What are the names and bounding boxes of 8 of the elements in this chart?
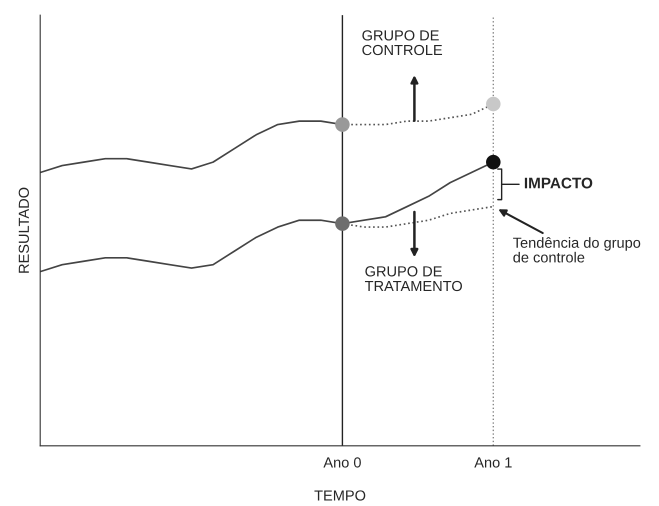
x-axis-title: TEMPO [314, 490, 366, 501]
annotation: Tendência do grupo de controle [513, 237, 640, 263]
text: GRUPO DE CONTROLE [362, 30, 442, 56]
x-tick-label: Ano 1 [474, 457, 512, 468]
y-axis-title: RESULTADO [18, 188, 29, 273]
x-tick-label: Ano 0 [323, 457, 361, 468]
annotation: IMPACTO [524, 178, 592, 188]
annotation: GRUPO DE TRATAMENTO [364, 266, 462, 292]
